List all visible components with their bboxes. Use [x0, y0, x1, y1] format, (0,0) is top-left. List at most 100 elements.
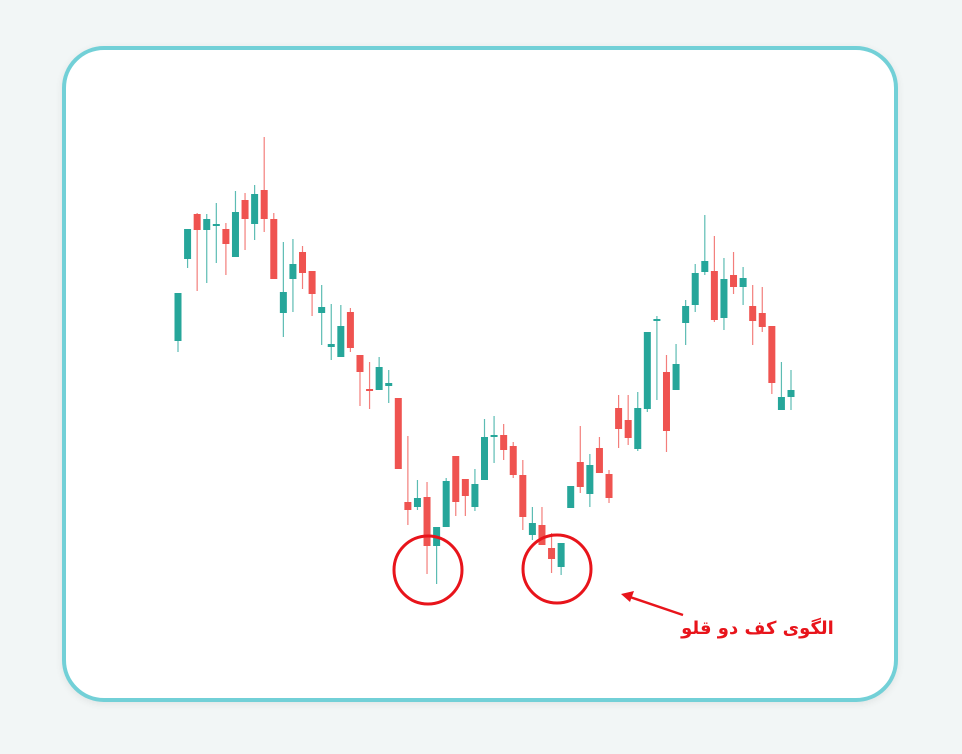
- candle-body: [624, 420, 632, 438]
- candle-body: [193, 214, 201, 230]
- candle-body: [184, 229, 192, 259]
- candle-body: [461, 479, 469, 496]
- candle-body: [251, 194, 259, 224]
- candle-29: [442, 478, 450, 527]
- candle-36: [509, 442, 517, 478]
- candle-8: [241, 193, 249, 250]
- candle-body: [557, 543, 565, 567]
- candle-body: [720, 279, 728, 318]
- candle-body: [768, 326, 776, 383]
- candle-body: [653, 319, 661, 321]
- candle-body: [299, 252, 307, 273]
- candle-23: [385, 370, 393, 403]
- candle-22: [375, 357, 383, 390]
- candle-body: [385, 383, 393, 386]
- candle-48: [624, 395, 632, 445]
- candle-body: [327, 344, 335, 347]
- candle-body: [595, 448, 603, 473]
- candle-body: [481, 437, 488, 480]
- candle-body: [394, 398, 402, 469]
- candle-7: [231, 191, 239, 257]
- candle-53: [672, 344, 680, 390]
- candle-body: [519, 475, 527, 517]
- candle-body: [203, 219, 211, 230]
- candle-60: [739, 267, 747, 305]
- candle-body: [222, 229, 230, 244]
- candle-body: [500, 435, 508, 450]
- candle-body: [356, 355, 364, 372]
- candle-62: [758, 287, 766, 332]
- candle-10: [260, 137, 268, 232]
- candle-24: [394, 398, 402, 469]
- candle-body: [672, 364, 680, 390]
- candle-46: [605, 470, 613, 503]
- candle-20: [356, 355, 364, 406]
- candle-30: [452, 456, 460, 516]
- candle-58: [720, 258, 728, 330]
- candle-body: [739, 278, 747, 287]
- candle-26: [413, 480, 421, 510]
- candle-body: [270, 219, 278, 279]
- candle-body: [643, 332, 651, 409]
- candle-body: [548, 548, 556, 559]
- candle-body: [615, 408, 623, 429]
- candle-55: [691, 264, 699, 312]
- candle-65: [787, 370, 795, 410]
- candle-body: [423, 497, 431, 546]
- candle-body: [337, 326, 345, 357]
- candle-body: [279, 292, 287, 313]
- candle-54: [682, 300, 690, 345]
- candles-group: [174, 137, 795, 584]
- candle-41: [557, 543, 565, 575]
- candle-body: [212, 224, 220, 226]
- candle-body: [308, 271, 316, 294]
- candle-50: [643, 332, 651, 412]
- candle-12: [279, 242, 287, 337]
- candle-18: [337, 305, 345, 357]
- candle-42: [567, 486, 575, 508]
- candle-47: [615, 395, 623, 448]
- candle-body: [260, 190, 268, 219]
- candle-49: [634, 392, 642, 451]
- candle-63: [768, 326, 776, 394]
- highlight-circle-first-bottom: [392, 534, 464, 606]
- candle-38: [528, 507, 536, 540]
- candle-17: [327, 304, 335, 360]
- candle-35: [500, 424, 508, 460]
- candle-5: [212, 203, 220, 263]
- candle-33: [481, 419, 488, 480]
- candle-51: [653, 316, 661, 400]
- candle-19: [346, 308, 354, 352]
- candle-body: [567, 486, 575, 508]
- highlight-circle-second-bottom: [521, 533, 593, 605]
- chart-card: [62, 46, 898, 702]
- candle-9: [251, 185, 259, 240]
- candle-body: [413, 498, 421, 507]
- candle-body: [289, 264, 297, 279]
- candle-body: [509, 446, 517, 475]
- candle-body: [787, 390, 795, 397]
- candle-45: [595, 437, 603, 473]
- candle-6: [222, 223, 230, 275]
- candle-43: [576, 426, 584, 493]
- candle-body: [576, 462, 584, 487]
- candle-37: [519, 460, 527, 530]
- candle-body: [710, 271, 718, 320]
- candle-40: [548, 533, 556, 573]
- candle-3: [193, 213, 201, 291]
- candle-body: [404, 502, 412, 510]
- candle-body: [634, 408, 642, 449]
- candle-56: [701, 215, 709, 275]
- candle-body: [471, 484, 479, 507]
- candle-1: [174, 293, 182, 352]
- candle-body: [586, 465, 594, 494]
- candle-16: [318, 285, 326, 345]
- candle-body: [442, 481, 450, 527]
- candle-body: [691, 273, 699, 305]
- candle-body: [231, 212, 239, 257]
- candle-59: [730, 252, 738, 294]
- candle-13: [289, 239, 297, 312]
- candle-body: [528, 523, 536, 535]
- candle-21: [366, 362, 374, 409]
- candle-25: [404, 436, 412, 525]
